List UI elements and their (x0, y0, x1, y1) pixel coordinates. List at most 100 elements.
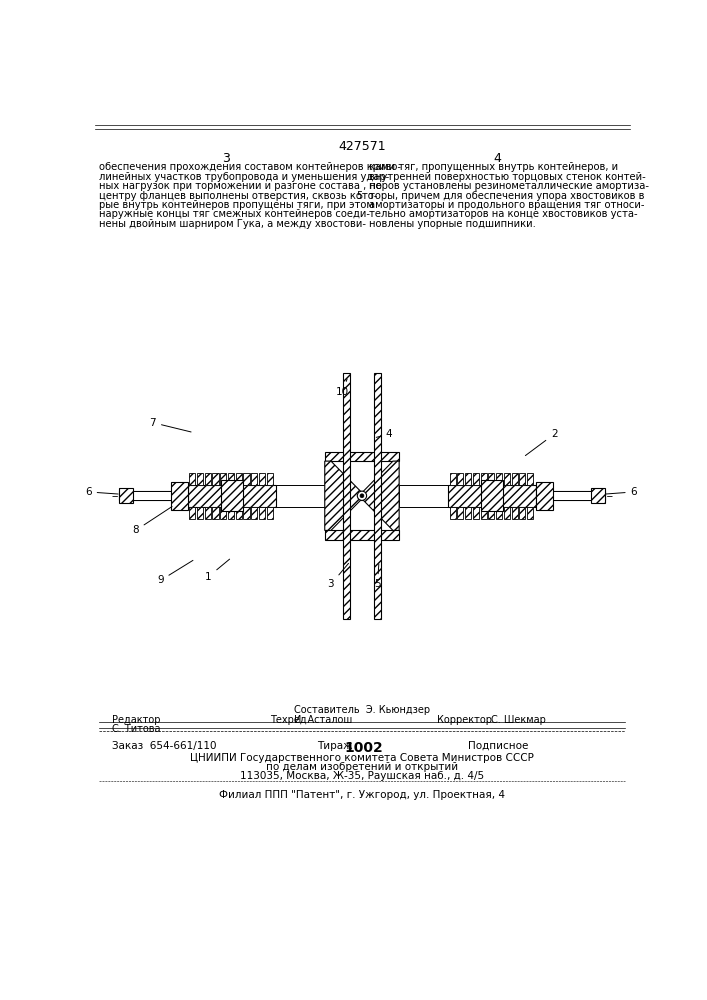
Bar (119, 491, 605, 500)
Bar (235, 473, 242, 485)
Bar (220, 473, 226, 485)
Bar (537, 482, 554, 510)
Circle shape (360, 494, 364, 498)
Bar (457, 473, 464, 485)
Text: 3: 3 (223, 152, 230, 165)
Bar (189, 507, 195, 519)
Bar (204, 507, 211, 519)
Bar (504, 507, 510, 519)
Text: 6: 6 (606, 487, 637, 497)
Bar (481, 480, 503, 511)
Bar (197, 507, 203, 519)
Bar (450, 507, 456, 519)
Text: ЦНИИПИ Государственного комитета Совета Министров СССР: ЦНИИПИ Государственного комитета Совета … (190, 753, 534, 763)
Bar (481, 507, 486, 519)
Polygon shape (325, 461, 362, 530)
Text: 1002: 1002 (344, 741, 383, 755)
Text: нены двойным шарниром Гука, а между хвостови-: нены двойным шарниром Гука, а между хвос… (99, 219, 366, 229)
Text: 4: 4 (376, 429, 392, 439)
Text: ных нагрузок при торможении и разгоне состава , по: ных нагрузок при торможении и разгоне со… (99, 181, 382, 191)
Bar (212, 507, 218, 519)
Bar (170, 482, 187, 510)
Text: 7: 7 (149, 418, 191, 432)
Bar (325, 452, 399, 461)
Text: Заказ  654-661/110: Заказ 654-661/110 (112, 741, 216, 751)
Text: торы, причем для обеспечения упора хвостовиков в: торы, причем для обеспечения упора хвост… (369, 191, 644, 201)
Bar (228, 507, 234, 519)
Bar (343, 373, 351, 619)
Polygon shape (362, 461, 399, 530)
Bar (496, 473, 502, 485)
Text: рые внутрь контейнеров пропущены тяги, при этом: рые внутрь контейнеров пропущены тяги, п… (99, 200, 374, 210)
Text: И. Асталош: И. Асталош (293, 715, 352, 725)
Text: С. Титова: С. Титова (112, 724, 160, 734)
Text: 5: 5 (374, 564, 381, 589)
Bar (243, 507, 250, 519)
Bar (448, 485, 537, 507)
Bar (204, 473, 211, 485)
Bar (399, 485, 448, 507)
Bar (512, 507, 518, 519)
Circle shape (357, 491, 367, 500)
Text: Тираж: Тираж (317, 741, 359, 751)
Bar (325, 530, 399, 540)
Bar (496, 507, 502, 519)
Bar (243, 473, 250, 485)
Text: 2: 2 (525, 429, 557, 456)
Bar (473, 473, 479, 485)
Text: Корректор: Корректор (437, 715, 492, 725)
Bar (119, 488, 134, 503)
Bar (481, 473, 486, 485)
Bar (267, 507, 273, 519)
Bar (259, 507, 265, 519)
Text: Техред: Техред (271, 715, 307, 725)
Text: Составитель  Э. Кьюндзер: Составитель Э. Кьюндзер (294, 705, 430, 715)
Text: Редактор: Редактор (112, 715, 160, 725)
Bar (251, 473, 257, 485)
Bar (519, 473, 525, 485)
Text: 8: 8 (132, 507, 172, 535)
Bar (527, 507, 533, 519)
Text: Филиал ППП "Патент", г. Ужгород, ул. Проектная, 4: Филиал ППП "Патент", г. Ужгород, ул. Про… (219, 790, 505, 800)
Bar (228, 473, 234, 485)
Bar (267, 473, 273, 485)
Bar (504, 473, 510, 485)
Text: по делам изобретений и открытий: по делам изобретений и открытий (266, 762, 458, 772)
Text: Подписное: Подписное (468, 741, 529, 751)
Bar (489, 473, 494, 485)
Text: 4: 4 (493, 152, 501, 165)
Text: центру фланцев выполнены отверстия, сквозь кото-: центру фланцев выполнены отверстия, скво… (99, 191, 378, 201)
Text: новлены упорные подшипники.: новлены упорные подшипники. (369, 219, 536, 229)
Text: ками тяг, пропущенных внутрь контейнеров, и: ками тяг, пропущенных внутрь контейнеров… (369, 162, 618, 172)
Text: неров установлены резинометаллические амортиза-: неров установлены резинометаллические ам… (369, 181, 649, 191)
Bar (373, 373, 381, 619)
Text: 6: 6 (85, 487, 118, 497)
Text: 5: 5 (356, 191, 362, 201)
Bar (519, 507, 525, 519)
Bar (189, 473, 195, 485)
Bar (276, 485, 325, 507)
Bar (450, 473, 456, 485)
Text: наружные концы тяг смежных контейнеров соеди-: наружные концы тяг смежных контейнеров с… (99, 209, 370, 219)
Text: обеспечения прохождения составом контейнеров криво-: обеспечения прохождения составом контейн… (99, 162, 402, 172)
Bar (220, 507, 226, 519)
Bar (259, 473, 265, 485)
Bar (134, 491, 170, 500)
Bar (235, 507, 242, 519)
Bar (554, 491, 591, 500)
Bar (197, 473, 203, 485)
Text: 1: 1 (205, 559, 230, 582)
Bar (473, 507, 479, 519)
Text: внутренней поверхностью торцовых стенок контей-: внутренней поверхностью торцовых стенок … (369, 172, 645, 182)
Bar (221, 480, 243, 511)
Bar (187, 485, 276, 507)
Text: 9: 9 (157, 560, 193, 585)
Text: линейных участков трубопровода и уменьшения удар-: линейных участков трубопровода и уменьше… (99, 172, 390, 182)
Text: 113035, Москва, Ж-35, Раушская наб., д. 4/5: 113035, Москва, Ж-35, Раушская наб., д. … (240, 771, 484, 781)
Bar (212, 473, 218, 485)
Bar (591, 488, 605, 503)
Bar (251, 507, 257, 519)
Text: тельно амортизаторов на конце хвостовиков уста-: тельно амортизаторов на конце хвостовико… (369, 209, 638, 219)
Bar (489, 507, 494, 519)
Bar (465, 507, 472, 519)
